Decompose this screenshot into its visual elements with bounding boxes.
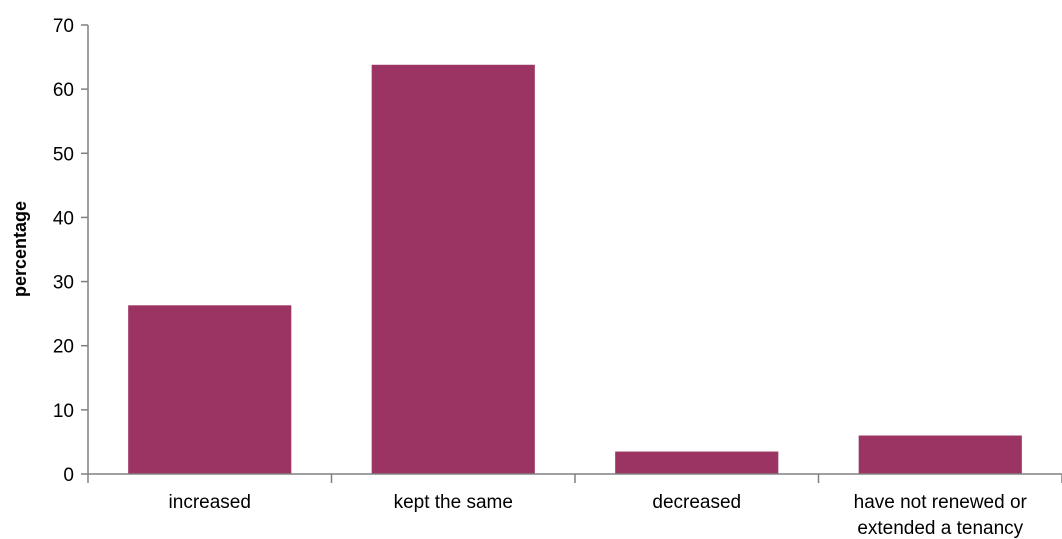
y-tick-label: 50: [53, 144, 74, 165]
x-tick-label: increased: [169, 492, 251, 513]
bars: [128, 64, 1022, 475]
y-tick-label: 0: [63, 465, 74, 486]
x-axis: increased kept the same decreased have not …: [87, 473, 1062, 539]
y-tick-label: 40: [53, 208, 74, 229]
y-axis-title: percentage: [10, 201, 30, 297]
y-tick-label: 70: [53, 16, 74, 37]
y-tick-label: 20: [53, 337, 74, 358]
x-tick-label: decreased: [652, 492, 741, 513]
x-tick-label: extended a tenancy: [857, 518, 1023, 539]
bar: [371, 64, 535, 475]
bar: [858, 435, 1022, 474]
bar: [128, 305, 292, 474]
bar: [615, 451, 779, 474]
y-tick-label: 10: [53, 401, 74, 422]
y-tick-label: 60: [53, 80, 74, 101]
x-tick-label: kept the same: [394, 492, 513, 513]
y-tick-label: 30: [53, 273, 74, 294]
x-tick-label: have not renewed or: [854, 492, 1028, 513]
y-axis: 0 10 20 30 40 50 60 70: [53, 16, 89, 486]
